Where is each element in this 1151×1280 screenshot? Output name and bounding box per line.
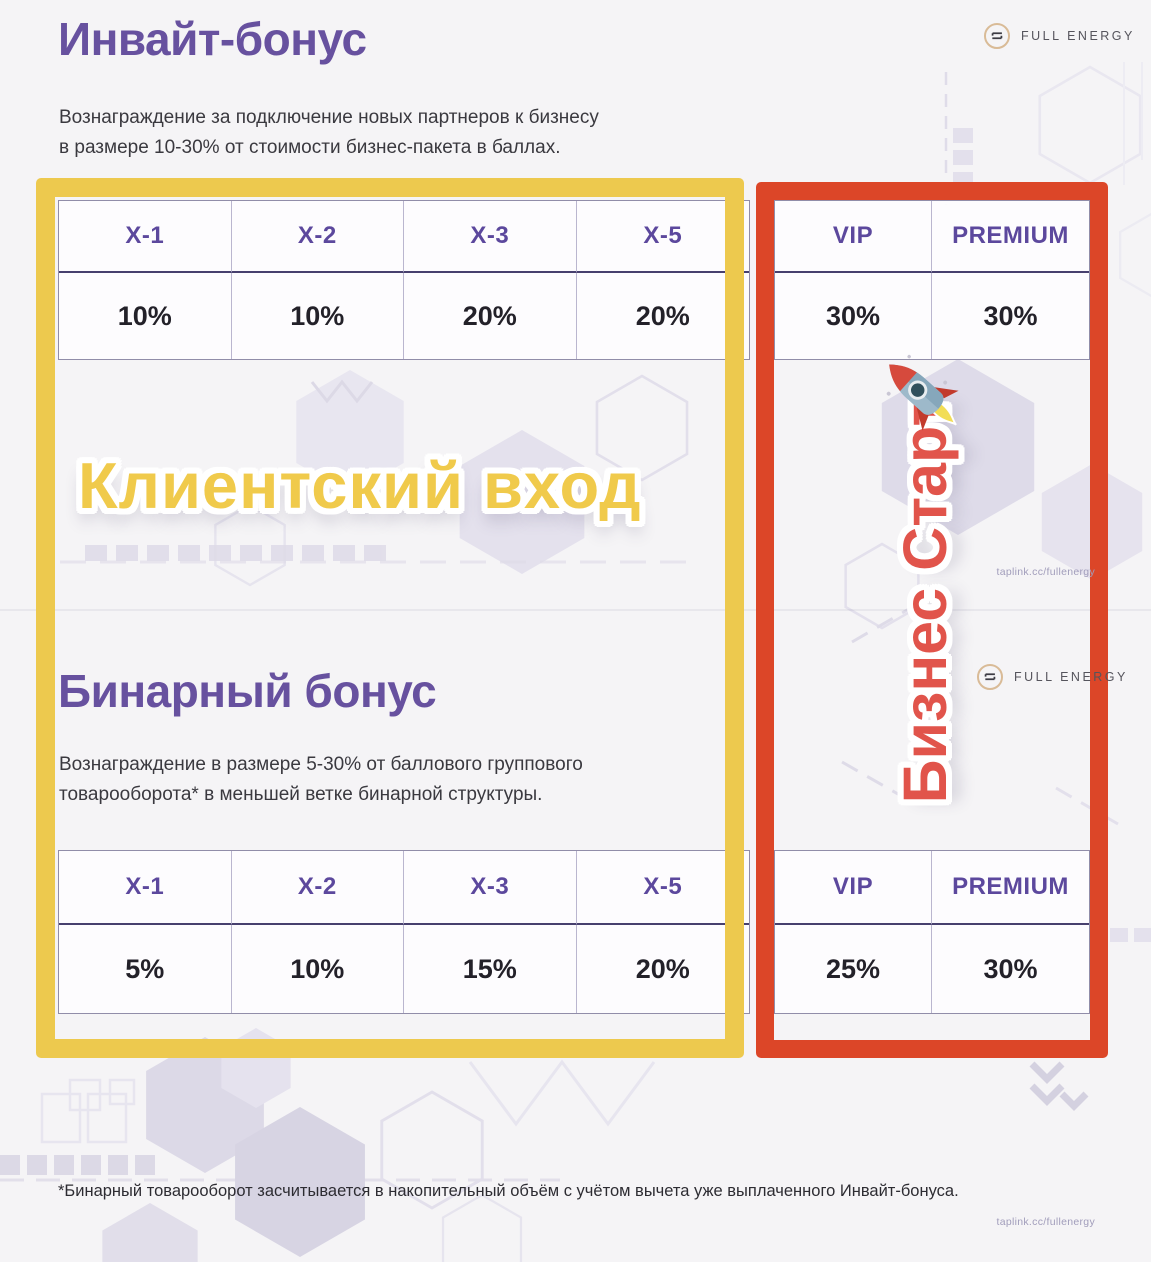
- binary-footnote: *Бинарный товарооборот засчитывается в н…: [58, 1182, 959, 1200]
- pack-header-cell: X-3: [404, 201, 577, 273]
- vip-value-cell: 30%: [775, 273, 932, 359]
- invite-pack-table: X-1 X-2 X-3 X-5 10% 10% 20% 20%: [58, 200, 750, 360]
- pack-value-cell: 10%: [232, 273, 404, 359]
- invite-description-line1: Вознаграждение за подключение новых парт…: [59, 107, 599, 128]
- pack-value-cell: 20%: [635, 300, 690, 331]
- brand-name: FULL ENERGY: [1021, 29, 1135, 43]
- invite-description: Вознаграждение за подключение новых парт…: [59, 103, 599, 163]
- binary-title: Бинарный бонус: [58, 665, 437, 717]
- pack-value-cell: 20%: [404, 273, 577, 359]
- rocket-icon: [886, 354, 959, 431]
- binary-description: Вознаграждение в размере 5-30% от баллов…: [59, 750, 583, 810]
- vip-value-cell: 30%: [983, 300, 1038, 331]
- pack-value-cell: 20%: [635, 953, 690, 984]
- pack-header-cell: X-3: [404, 851, 577, 925]
- pack-header-cell: X-1: [59, 201, 232, 273]
- pack-value-cell: 15%: [404, 925, 577, 1013]
- binary-description-line1: Вознаграждение в размере 5-30% от баллов…: [59, 754, 583, 775]
- pack-value-cell: 10%: [232, 925, 404, 1013]
- pack-value-cell: 5%: [59, 925, 232, 1013]
- watermark-client-entry: Клиентский вход: [78, 449, 642, 522]
- pack-header-cell: X-1: [59, 851, 232, 925]
- binary-pack-table: X-1 X-2 X-3 X-5 5% 10% 15% 20%: [58, 850, 750, 1014]
- invite-title: Инвайт-бонус: [58, 13, 367, 65]
- invite-vip-table: VIP PREMIUM 30% 30%: [774, 200, 1090, 360]
- pack-header-cell: X-2: [231, 201, 404, 273]
- binary-vip-table: VIP PREMIUM 25% 30%: [774, 850, 1090, 1014]
- brand-logo: FULL ENERGY: [983, 22, 1135, 50]
- vip-header-cell: VIP: [775, 201, 932, 273]
- taplink-url-bottom: taplink.cc/fullenergy: [996, 1216, 1095, 1228]
- vip-header-cell: VIP: [775, 851, 932, 925]
- full-energy-icon: [976, 663, 1004, 691]
- pack-header-cell: X-5: [576, 851, 749, 925]
- business-start-frame: [756, 182, 1108, 1058]
- pack-header-cell: X-5: [576, 201, 749, 273]
- taplink-url-top: taplink.cc/fullenergy: [996, 566, 1095, 578]
- vip-value-cell: 25%: [775, 925, 932, 1013]
- full-energy-icon: [983, 22, 1011, 50]
- pack-header-cell: X-2: [231, 851, 404, 925]
- pack-value-cell: 10%: [59, 273, 232, 359]
- brand-logo-secondary: FULL ENERGY: [976, 663, 1128, 691]
- vip-header-cell: PREMIUM: [932, 851, 1089, 925]
- vip-value-cell: 30%: [983, 953, 1038, 984]
- client-entry-frame: [36, 178, 744, 1058]
- binary-description-line2: товарооборота* в меньшей ветке бинарной …: [59, 784, 543, 806]
- vip-header-cell: PREMIUM: [932, 201, 1089, 273]
- brand-name: FULL ENERGY: [1014, 670, 1128, 684]
- invite-description-line2: в размере 10-30% от стоимости бизнес-пак…: [59, 137, 561, 159]
